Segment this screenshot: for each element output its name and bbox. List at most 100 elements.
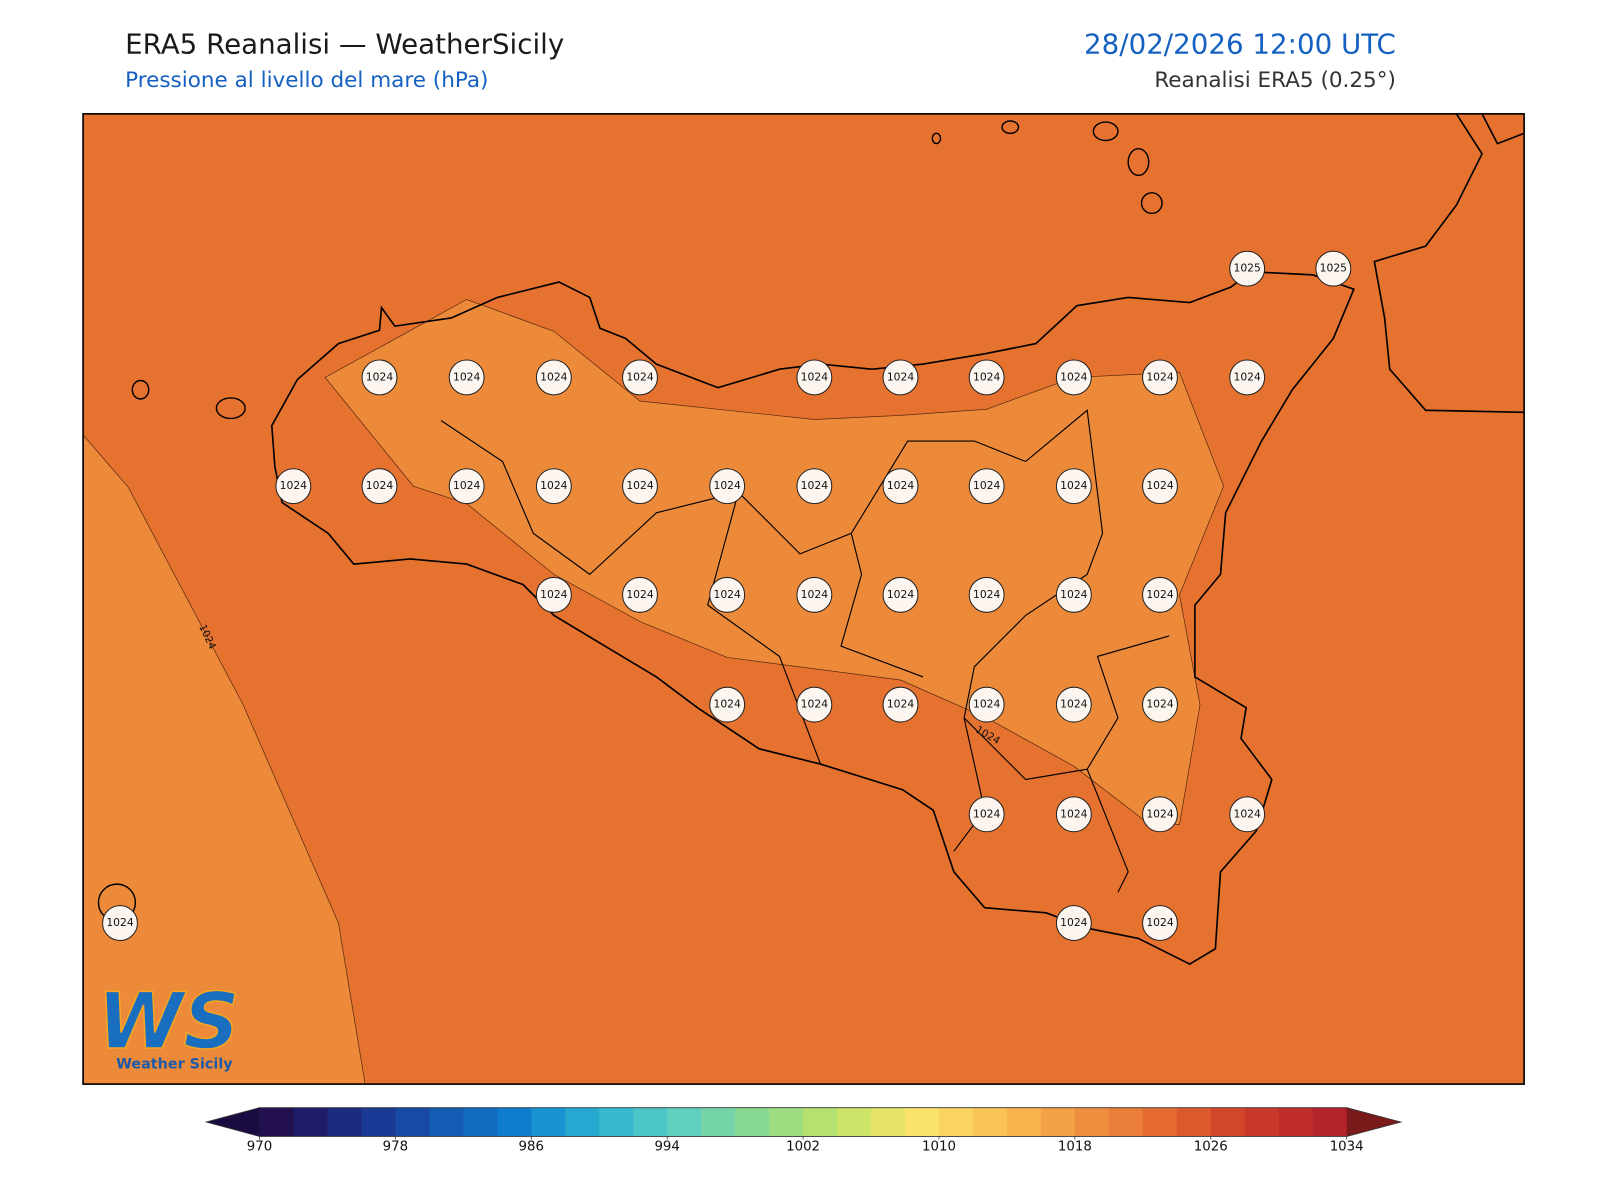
station-value: 1024 bbox=[1146, 807, 1174, 820]
station-value: 1024 bbox=[801, 370, 829, 383]
station-marker bbox=[1142, 359, 1178, 396]
station-marker bbox=[709, 686, 746, 723]
station-marker bbox=[448, 359, 485, 396]
colorbar-bin bbox=[667, 1107, 702, 1137]
colorbar-tick-label: 986 bbox=[519, 1140, 544, 1155]
station: 1024 bbox=[796, 468, 833, 505]
station-value: 1024 bbox=[713, 479, 741, 492]
station-value: 1024 bbox=[540, 588, 568, 601]
colorbar-tick-label: 978 bbox=[383, 1140, 408, 1155]
colorbar-bin bbox=[1074, 1107, 1110, 1137]
station-marker bbox=[968, 686, 1005, 723]
station-marker bbox=[1055, 468, 1092, 505]
station-marker bbox=[1142, 468, 1178, 505]
station: 1024 bbox=[968, 576, 1005, 613]
station: 1024 bbox=[448, 359, 485, 396]
colorbar-bin bbox=[633, 1107, 668, 1137]
station-marker bbox=[796, 468, 833, 505]
station-value: 1024 bbox=[1146, 370, 1174, 383]
station: 1024 bbox=[622, 359, 658, 396]
station-value: 1024 bbox=[626, 588, 654, 601]
station-value: 1024 bbox=[801, 698, 829, 711]
station: 1024 bbox=[1055, 468, 1092, 505]
station-marker bbox=[1142, 796, 1178, 833]
station: 1024 bbox=[968, 359, 1005, 396]
station-marker bbox=[1229, 796, 1266, 833]
colorbar-bin bbox=[293, 1107, 328, 1137]
station: 1024 bbox=[1055, 576, 1092, 613]
station-value: 1024 bbox=[1060, 916, 1088, 929]
station: 1024 bbox=[796, 359, 833, 396]
station: 1024 bbox=[535, 576, 572, 613]
station-value: 1024 bbox=[973, 807, 1001, 820]
station-marker bbox=[968, 576, 1005, 613]
station-marker bbox=[1055, 796, 1092, 833]
station-value: 1024 bbox=[366, 479, 394, 492]
colorbar-tick-label: 1002 bbox=[786, 1140, 820, 1155]
station-marker bbox=[622, 576, 658, 613]
station: 1024 bbox=[796, 576, 833, 613]
station-marker bbox=[882, 576, 919, 613]
station-value: 1024 bbox=[1146, 698, 1174, 711]
station-marker bbox=[968, 796, 1005, 833]
station-value: 1024 bbox=[366, 370, 394, 383]
colorbar-bin bbox=[803, 1107, 838, 1137]
station-marker bbox=[1142, 576, 1178, 613]
colorbar-tick-label: 994 bbox=[654, 1140, 679, 1155]
colorbar-bin bbox=[837, 1107, 872, 1137]
station: 1024 bbox=[796, 686, 833, 723]
station: 1024 bbox=[1142, 796, 1178, 833]
station: 1024 bbox=[1055, 686, 1092, 723]
colorbar-bin bbox=[972, 1107, 1008, 1137]
station: 1024 bbox=[882, 468, 919, 505]
station: 1024 bbox=[1142, 468, 1178, 505]
colorbar-bin bbox=[905, 1107, 940, 1137]
station-value: 1024 bbox=[540, 479, 568, 492]
colorbar-bin bbox=[395, 1107, 430, 1137]
colorbar-bin bbox=[327, 1107, 362, 1137]
station-marker bbox=[1315, 250, 1352, 287]
logo-mark: WS bbox=[97, 977, 239, 1067]
station-marker bbox=[535, 359, 572, 396]
station: 1024 bbox=[535, 359, 572, 396]
station-value: 1024 bbox=[106, 916, 134, 929]
station-marker bbox=[102, 905, 138, 942]
colorbar-bin bbox=[1006, 1107, 1042, 1137]
station-marker bbox=[882, 359, 919, 396]
station: 1024 bbox=[968, 796, 1005, 833]
station-marker bbox=[448, 468, 485, 505]
station: 1024 bbox=[361, 468, 398, 505]
colorbar-bin bbox=[1142, 1107, 1178, 1137]
station: 1024 bbox=[882, 359, 919, 396]
datetime: 28/02/2026 12:00 UTC bbox=[1084, 27, 1396, 60]
station-marker bbox=[361, 359, 398, 396]
station-marker bbox=[796, 359, 833, 396]
colorbar-bin bbox=[701, 1107, 736, 1137]
station: 1024 bbox=[1229, 359, 1266, 396]
station: 1024 bbox=[275, 468, 312, 505]
colorbar-tick-label: 1034 bbox=[1330, 1140, 1364, 1155]
colorbar-bin bbox=[463, 1107, 498, 1137]
colorbar-bin bbox=[1176, 1107, 1212, 1137]
station: 1024 bbox=[882, 576, 919, 613]
station: 1024 bbox=[1055, 359, 1092, 396]
colorbar-bin bbox=[1040, 1107, 1076, 1137]
station-marker bbox=[796, 686, 833, 723]
station-marker bbox=[535, 468, 572, 505]
station-value: 1024 bbox=[1060, 698, 1088, 711]
station-value: 1024 bbox=[1146, 916, 1174, 929]
station-value: 1024 bbox=[1060, 588, 1088, 601]
station: 1024 bbox=[1142, 905, 1178, 942]
station-marker bbox=[968, 468, 1005, 505]
station: 1024 bbox=[1055, 905, 1092, 942]
station: 1024 bbox=[622, 576, 658, 613]
station-value: 1024 bbox=[1233, 807, 1261, 820]
sicily-coast bbox=[270, 270, 1355, 966]
colorbar-bin bbox=[1244, 1107, 1280, 1137]
station-value: 1024 bbox=[1060, 807, 1088, 820]
station-layer: 1025 1025 1024 1024 1024 1024 1024 1024 1024 1024… bbox=[102, 250, 1352, 942]
colorbar-bin bbox=[599, 1107, 634, 1137]
station: 1024 bbox=[709, 468, 746, 505]
station-value: 1024 bbox=[540, 370, 568, 383]
